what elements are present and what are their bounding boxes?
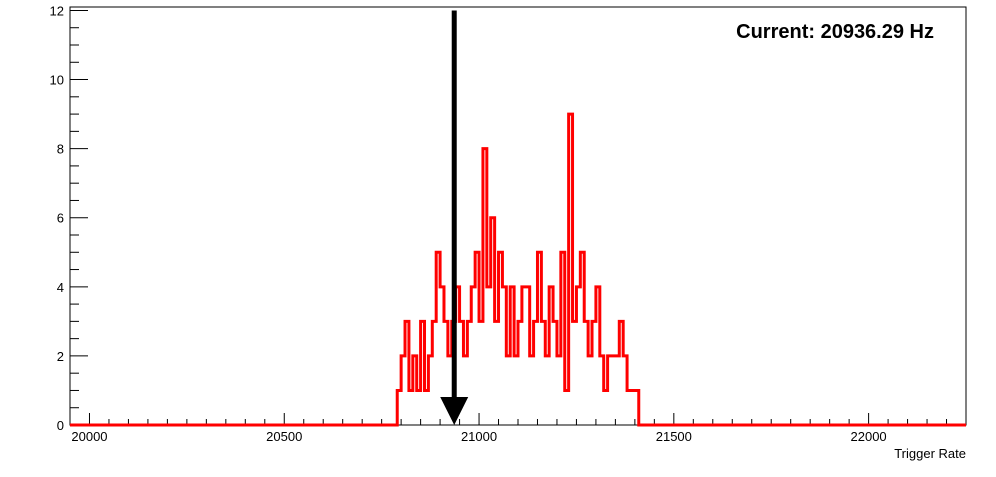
marker-arrowhead bbox=[440, 397, 469, 425]
current-marker bbox=[440, 10, 469, 425]
y-tick-label: 0 bbox=[57, 418, 64, 433]
x-tick-label: 22000 bbox=[851, 429, 887, 444]
plot-border bbox=[69, 6, 967, 426]
histogram-line bbox=[70, 112, 966, 427]
histogram-series bbox=[70, 112, 966, 427]
x-tick-label: 21000 bbox=[461, 429, 497, 444]
y-tick-label: 6 bbox=[57, 211, 64, 226]
axis-ticks: 20000 20500 21000 21500 22000 0 2 4 6 8 10 12 bbox=[50, 3, 967, 444]
y-tick-label: 2 bbox=[57, 349, 64, 364]
y-tick-label: 12 bbox=[50, 3, 64, 18]
y-tick-label: 4 bbox=[57, 280, 64, 295]
plot-frame bbox=[69, 6, 967, 426]
x-tick-label: 20000 bbox=[71, 429, 107, 444]
x-tick-label: 20500 bbox=[266, 429, 302, 444]
y-tick-label: 8 bbox=[57, 142, 64, 157]
x-axis-label: Trigger Rate bbox=[894, 446, 966, 461]
x-tick-label: 21500 bbox=[656, 429, 692, 444]
current-rate-annotation: Current: 20936.29 Hz bbox=[736, 21, 934, 43]
y-tick-label: 10 bbox=[50, 73, 64, 88]
